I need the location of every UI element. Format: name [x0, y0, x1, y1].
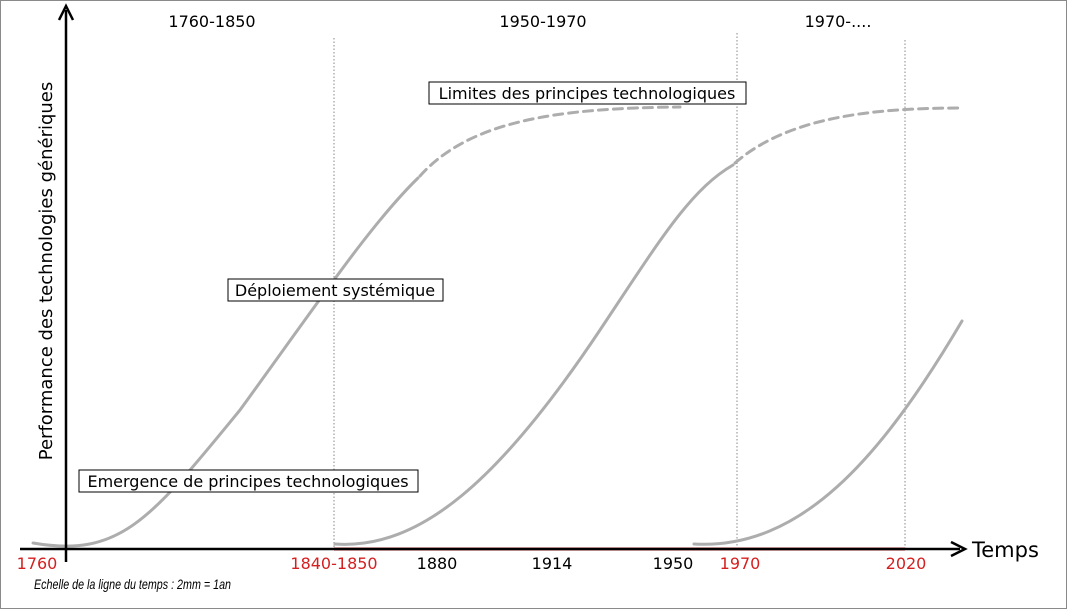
x-axis-label: Temps	[971, 538, 1039, 562]
axes	[20, 3, 968, 562]
annotation-limits: Limites des principes technologiques	[428, 81, 747, 105]
tick-1760: 1760	[17, 554, 58, 573]
annotation-deployment-label: Déploiement systémique	[235, 281, 435, 300]
annotation-emergence-label: Emergence de principes technologiques	[87, 472, 408, 491]
tick-1880: 1880	[417, 554, 458, 573]
period-label-1: 1760-1850	[168, 12, 255, 31]
annotation-limits-label: Limites des principes technologiques	[439, 84, 736, 103]
s-curve-1-dashed	[418, 105, 682, 178]
s-curve-2-solid	[333, 163, 735, 546]
x-axis-arrow	[950, 540, 968, 558]
tick-1840-1850: 1840-1850	[290, 554, 377, 573]
annotation-deployment-box	[227, 278, 444, 302]
tick-1970: 1970	[720, 554, 761, 573]
tick-1950: 1950	[653, 554, 694, 573]
y-axis-label: Performance des technologies génériques	[36, 82, 57, 461]
annotation-emergence-box	[78, 469, 419, 493]
s-curve-3-solid	[692, 319, 964, 546]
tick-1914: 1914	[532, 554, 573, 573]
s-curve-2-dashed	[733, 106, 964, 165]
annotation-deployment: Déploiement systémique	[227, 278, 444, 302]
annotation-emergence: Emergence de principes technologiques	[78, 469, 419, 493]
period-label-2: 1950-1970	[499, 12, 586, 31]
y-axis-arrow	[57, 3, 75, 21]
annotation-limits-box	[428, 81, 747, 105]
tick-2020: 2020	[886, 554, 927, 573]
s-curves	[31, 105, 964, 548]
s-curve-1-solid	[31, 176, 420, 548]
period-label-3: 1970-....	[805, 12, 872, 31]
timeline-ticks: 1760 1840-1850 1880 1914 1950 1970 2020	[17, 554, 927, 573]
scale-note: Echelle de la ligne du temps : 2mm = 1an	[34, 576, 231, 592]
